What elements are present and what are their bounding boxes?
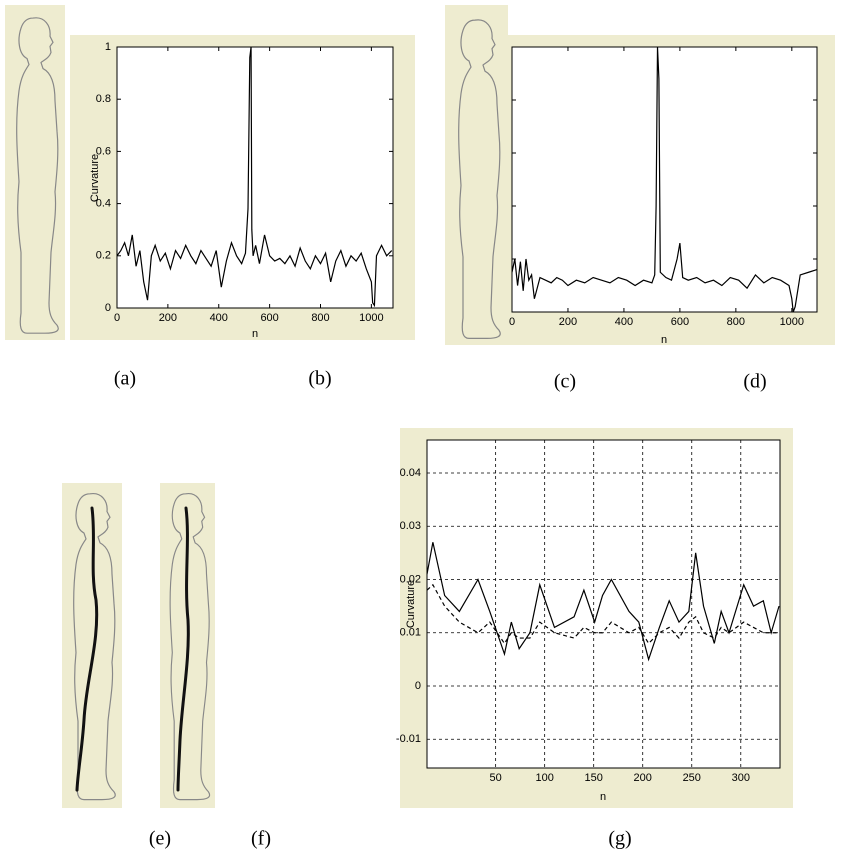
silhouette-a	[5, 5, 65, 340]
x-tick-label: 0	[509, 316, 515, 328]
silhouette-f	[160, 483, 215, 808]
x-tick-label: 400	[615, 316, 633, 328]
data-line	[426, 583, 780, 645]
silhouette-c	[445, 5, 508, 345]
x-tick-label: 400	[210, 312, 228, 324]
y-tick-label: 0.01	[400, 627, 421, 639]
y-tick-label: 0.02	[400, 573, 421, 585]
panel-label: (f)	[251, 828, 271, 850]
data-line	[116, 46, 393, 308]
plot-frame	[116, 46, 394, 309]
x-axis-label: n	[600, 791, 606, 803]
y-tick-label: 1	[105, 41, 111, 53]
x-tick-label: 1000	[780, 316, 804, 328]
plot-area	[117, 47, 393, 308]
panel-label: (e)	[149, 828, 171, 850]
x-tick-label: 200	[559, 316, 577, 328]
x-tick-label: 800	[727, 316, 745, 328]
x-tick-label: 800	[311, 312, 329, 324]
y-tick-label: 0.03	[400, 520, 421, 532]
panel-label: (g)	[608, 828, 631, 850]
y-tick-label: -0.01	[396, 733, 421, 745]
x-tick-label: 0	[114, 312, 120, 324]
x-tick-label: 200	[159, 312, 177, 324]
y-axis-label: Curvature	[405, 580, 417, 628]
silhouette-e	[62, 483, 122, 808]
y-tick-label: 0.04	[400, 467, 421, 479]
panel-label: (a)	[114, 368, 136, 390]
y-tick-label: 0.2	[96, 250, 111, 262]
y-tick-label: 0	[105, 302, 111, 314]
x-tick-label: 300	[732, 772, 750, 784]
panel-label: (d)	[743, 371, 766, 393]
x-axis-label: n	[252, 328, 258, 340]
panel-label: (b)	[308, 368, 331, 390]
y-tick-label: 0.8	[96, 93, 111, 105]
plot-frame	[426, 439, 781, 769]
plot-area	[427, 440, 780, 768]
data-line	[426, 542, 780, 662]
plot-frame	[511, 46, 818, 313]
x-tick-label: 200	[634, 772, 652, 784]
x-tick-label: 600	[671, 316, 689, 328]
x-tick-label: 100	[535, 772, 553, 784]
panel-label: (c)	[554, 371, 576, 393]
plot-area	[512, 47, 817, 312]
x-tick-label: 150	[585, 772, 603, 784]
charts-layer: 00.20.40.60.810 200 400 600 800 1000Curvature…	[70, 35, 835, 808]
x-tick-label: 50	[490, 772, 502, 784]
y-axis-label: Curvature	[89, 154, 101, 202]
y-tick-label: 0.6	[96, 145, 111, 157]
x-axis-label: n	[661, 334, 667, 346]
y-tick-label: 0.4	[96, 198, 111, 210]
data-line	[511, 46, 818, 313]
x-tick-label: 250	[683, 772, 701, 784]
y-tick-label: 0	[415, 680, 421, 692]
x-tick-label: 1000	[359, 312, 383, 324]
x-tick-label: 600	[260, 312, 278, 324]
